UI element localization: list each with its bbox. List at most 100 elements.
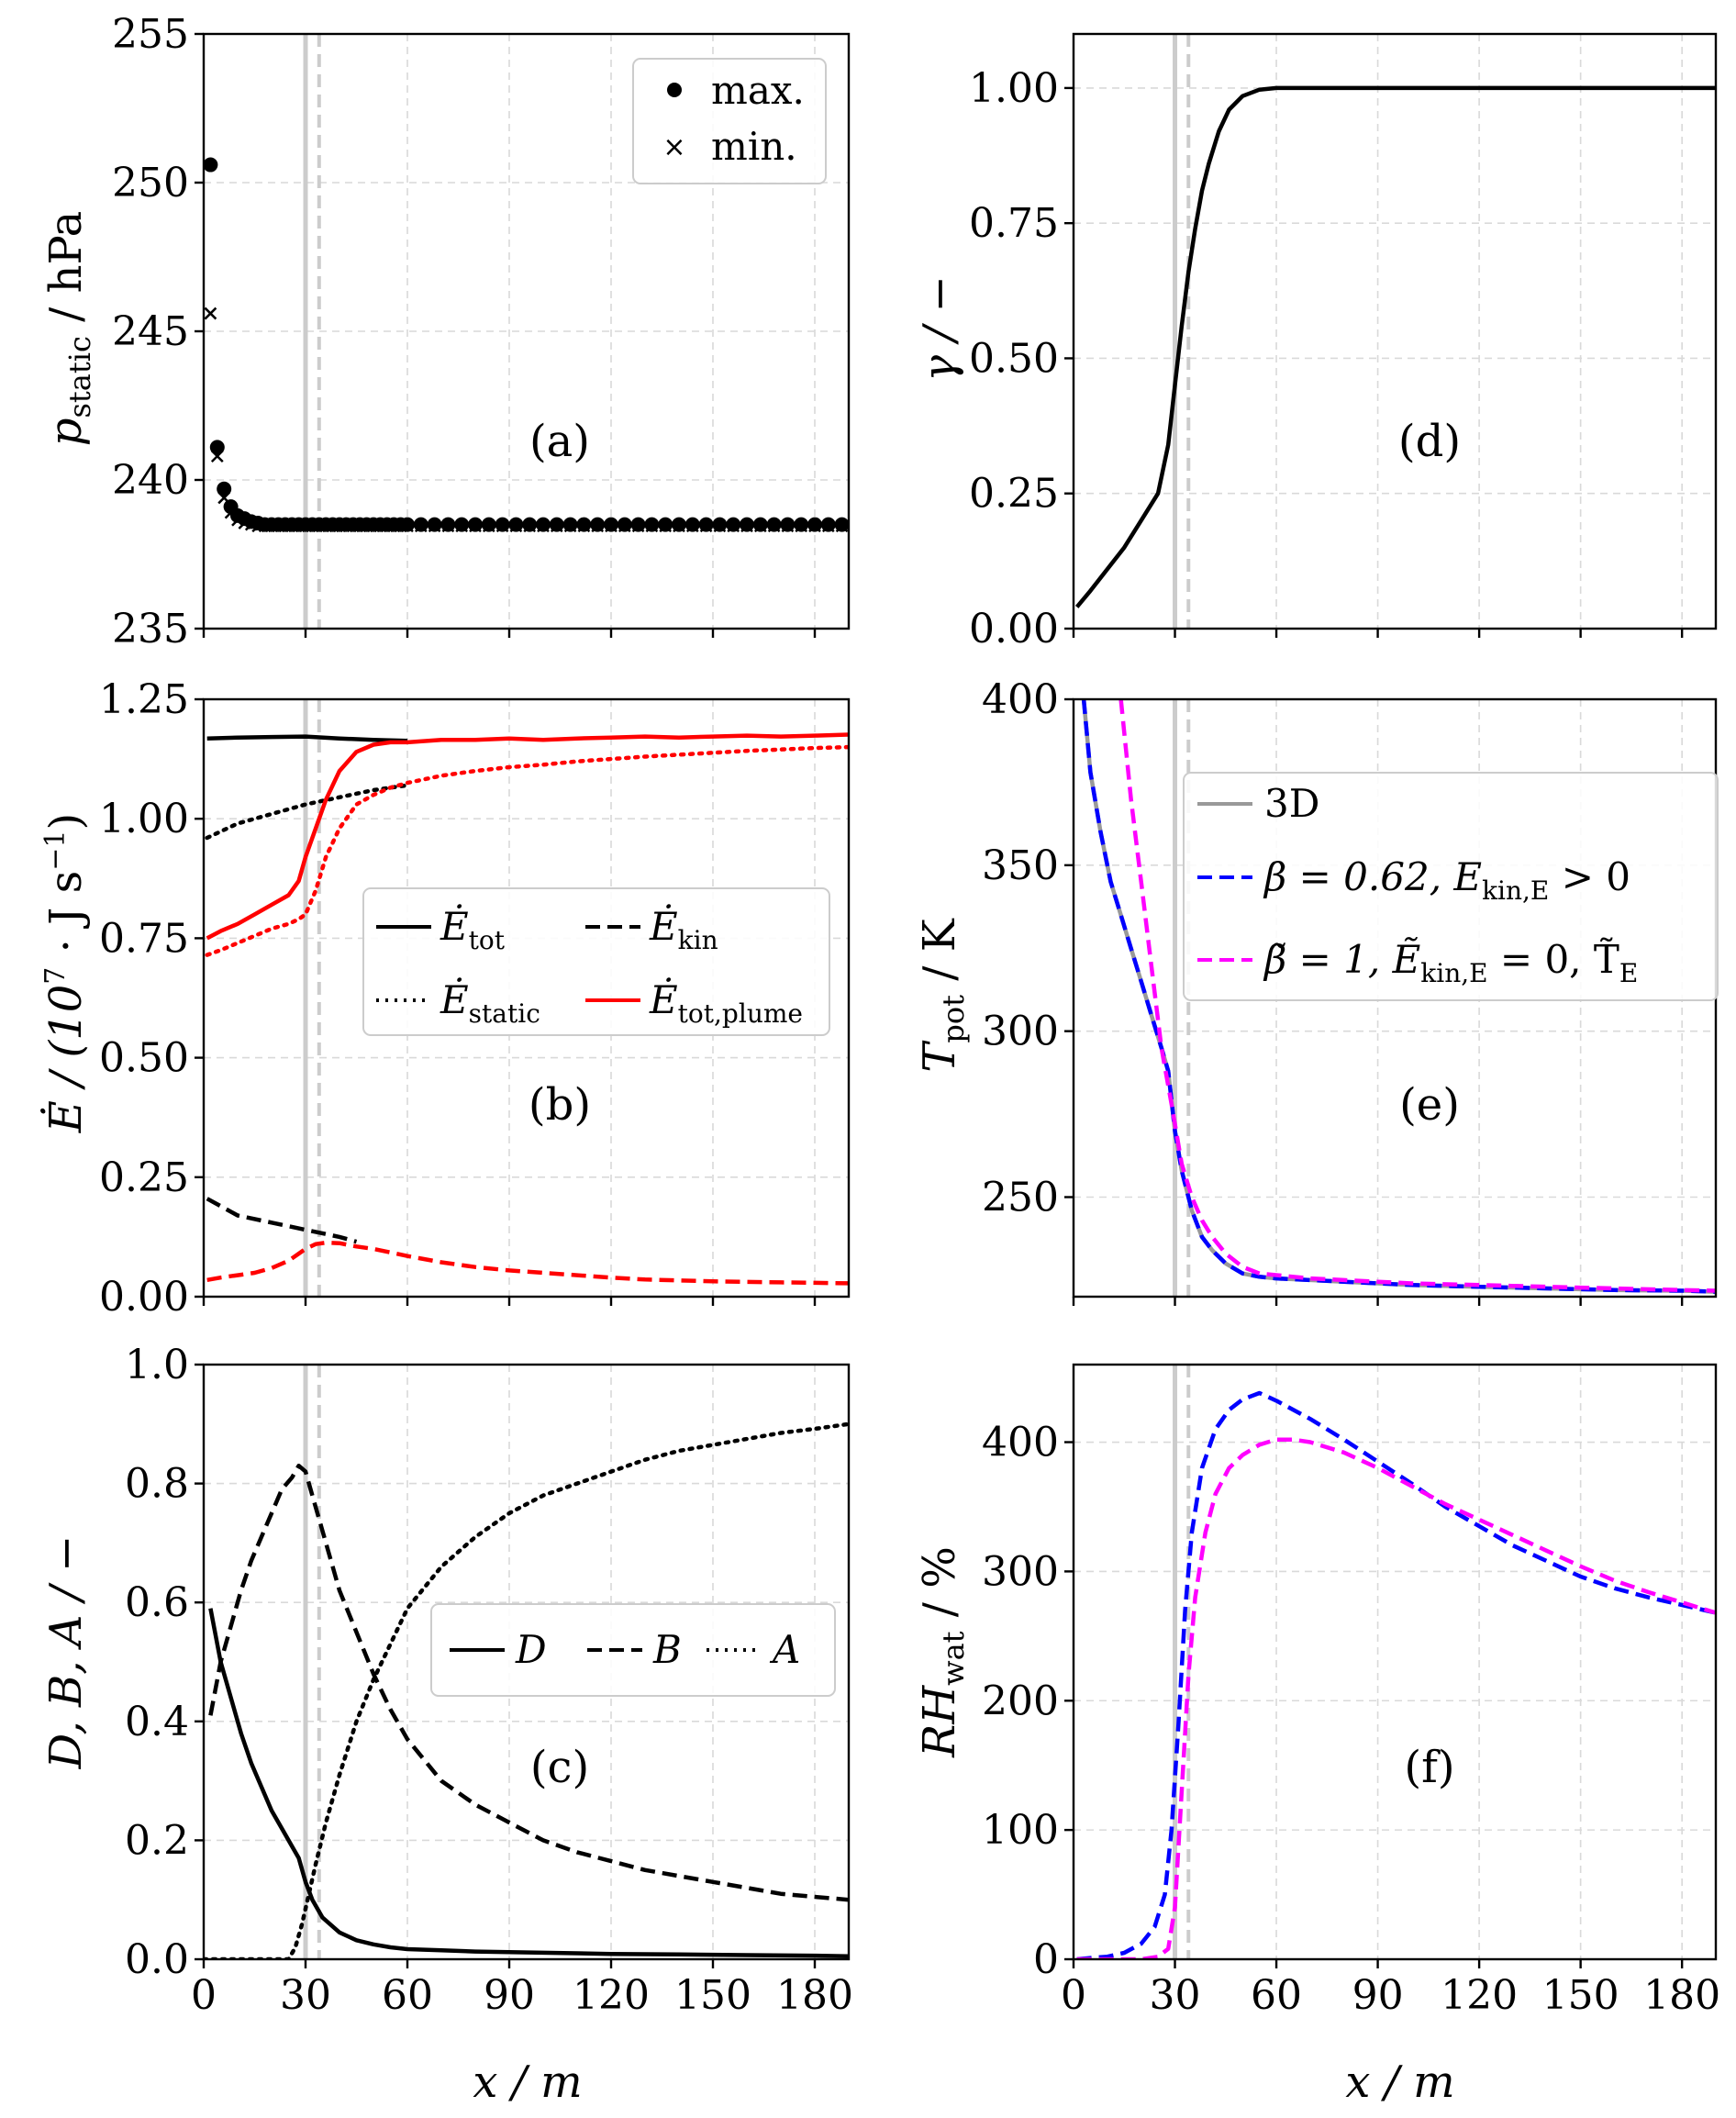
- data-point: [469, 519, 482, 533]
- panel-c-xlabel: x / m: [473, 2057, 582, 2108]
- y-tick-label: 0.25: [969, 471, 1059, 518]
- y-tick-label: 350: [982, 842, 1059, 889]
- series-b-line: [208, 1463, 849, 1902]
- data-point: [455, 519, 469, 533]
- panel-d-label: (d): [1398, 416, 1461, 467]
- series-0-line: [1074, 85, 1716, 608]
- plot-frame: [202, 697, 851, 1299]
- legend-etot: Ėtot: [440, 903, 506, 955]
- legend-3d: 3D: [1264, 781, 1319, 826]
- y-tick-label: 400: [982, 1420, 1059, 1466]
- data-point: [685, 519, 699, 533]
- legend-max-label: max.: [711, 68, 805, 113]
- series-d-line: [208, 1608, 849, 1959]
- data-point: [673, 519, 685, 533]
- x-tick-label: 0: [191, 1972, 217, 2019]
- y-tick-label: 250: [982, 1175, 1059, 1221]
- y-tick-label: 0.50: [969, 335, 1059, 382]
- data-point: [577, 519, 591, 533]
- data-point: [753, 519, 767, 533]
- data-point: [713, 519, 727, 533]
- panel-a-label: (a): [529, 416, 590, 467]
- data-point: [795, 519, 808, 533]
- legend-max-marker: [667, 83, 682, 97]
- panel-e-label: (e): [1399, 1079, 1460, 1131]
- legend-blue: β = 0.62, Ekin,E > 0: [1263, 854, 1630, 906]
- y-tick-label: 0.75: [969, 200, 1059, 247]
- x-tick-label: 0: [1061, 1972, 1086, 2019]
- legend-a: A: [769, 1627, 800, 1672]
- panel-b-label: (b): [529, 1079, 591, 1131]
- data-point: [699, 519, 713, 533]
- panel-f-label: (f): [1404, 1742, 1454, 1793]
- y-tick-label: 0.25: [99, 1154, 189, 1201]
- panel-c-ylabel: D, B, A / −: [40, 1535, 92, 1770]
- y-tick-label: 240: [112, 457, 189, 504]
- y-tick-label: 300: [982, 1009, 1059, 1055]
- series-1-line: [1076, 1437, 1716, 1959]
- data-point: [537, 519, 550, 533]
- y-tick-label: 0.8: [125, 1461, 189, 1508]
- plot-frame: [1072, 32, 1718, 630]
- panel-f-ylabel: RHwat / %: [914, 1546, 971, 1758]
- series-max-: [204, 157, 849, 532]
- x-tick-label: 90: [484, 1972, 535, 2019]
- data-point: [428, 519, 441, 533]
- y-tick-label: 300: [982, 1548, 1059, 1595]
- legend-ekin: Ėkin: [649, 903, 718, 955]
- y-tick-label: 100: [982, 1807, 1059, 1854]
- data-point: [808, 519, 821, 533]
- data-point: [217, 491, 231, 505]
- panel-c-chart: 0 30 60 90 120 150 180 0.0 0.2 0.4 0.6 0.8 1.0: [125, 1342, 853, 2019]
- y-tick-label: 0.4: [125, 1699, 189, 1745]
- y-tick-label: 0.75: [99, 915, 189, 962]
- x-tick-label: 150: [674, 1972, 751, 2019]
- data-point: [231, 513, 244, 527]
- y-tick-label: 0.50: [99, 1035, 189, 1082]
- data-point: [767, 519, 781, 533]
- legend-magenta: β̃ = 1, Ẽkin,E = 0, T̃E: [1263, 936, 1638, 988]
- data-point: [204, 307, 217, 320]
- x-tick-label: 60: [1251, 1972, 1302, 2019]
- y-tick-label: 400: [982, 676, 1059, 723]
- data-point: [441, 519, 455, 533]
- panel-a-legend: max. × min.: [632, 58, 827, 184]
- x-tick-label: 120: [573, 1972, 650, 2019]
- data-point: [781, 519, 795, 533]
- data-point: [509, 519, 523, 533]
- y-tick-label: 200: [982, 1678, 1059, 1724]
- panel-c-legend: D B A: [430, 1603, 836, 1697]
- series-4-line: [205, 744, 849, 957]
- y-tick-label: 1.0: [125, 1342, 189, 1388]
- x-tick-label: 180: [776, 1972, 853, 2019]
- y-tick-label: 0: [1033, 1936, 1059, 1983]
- y-tick-label: 245: [112, 308, 189, 355]
- data-point: [727, 519, 740, 533]
- x-tick-label: 30: [1150, 1972, 1201, 2019]
- series-a-line: [204, 1421, 849, 1959]
- data-point: [591, 519, 605, 533]
- series--1-kin-e-0-t-e-line: [1118, 699, 1716, 1293]
- data-point: [523, 519, 537, 533]
- y-tick-label: 1.00: [969, 65, 1059, 112]
- data-point: [401, 519, 414, 533]
- x-tick-label: 60: [382, 1972, 433, 2019]
- series--0-62-e-kin-e-0-line: [1081, 699, 1716, 1294]
- data-point: [631, 519, 645, 533]
- y-tick-label: 0.00: [969, 606, 1059, 652]
- panel-c-label: (c): [530, 1742, 589, 1793]
- panel-b-chart: 0.00 0.25 0.50 0.75 1.00 1.25: [99, 676, 851, 1321]
- y-tick-label: 235: [112, 606, 189, 652]
- panel-b-legend: Ėtot Ėkin Ėstatic Ėtot,plume: [362, 887, 830, 1036]
- series-0-line: [1076, 1390, 1716, 1959]
- legend-min-label: min.: [711, 124, 797, 169]
- data-point: [605, 519, 618, 533]
- plot-frame: [202, 1363, 851, 1961]
- legend-b: B: [652, 1627, 682, 1672]
- series-5-line: [206, 1240, 849, 1286]
- data-point: [835, 519, 849, 533]
- data-point: [821, 519, 835, 533]
- x-tick-label: 120: [1441, 1972, 1518, 2019]
- y-tick-label: 0.0: [125, 1936, 189, 1983]
